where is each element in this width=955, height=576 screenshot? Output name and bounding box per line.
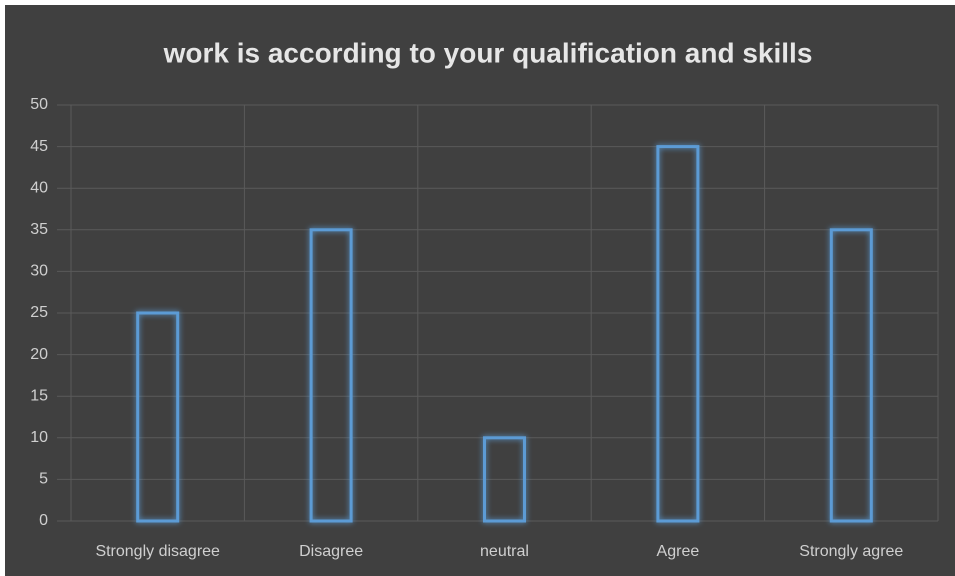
y-tick-label: 20 — [30, 346, 48, 363]
chart-background — [5, 5, 955, 576]
y-tick-label: 40 — [30, 179, 48, 196]
y-tick-label: 15 — [30, 387, 48, 404]
x-tick-label: Disagree — [299, 543, 363, 560]
bar — [829, 228, 873, 523]
y-tick-label: 35 — [30, 221, 48, 238]
bar — [483, 436, 526, 523]
y-tick-label: 0 — [39, 512, 48, 529]
bar — [309, 228, 353, 523]
x-tick-label: Strongly agree — [799, 543, 903, 560]
y-tick-label: 10 — [30, 429, 48, 446]
y-tick-label: 50 — [30, 96, 48, 113]
x-tick-label: neutral — [480, 543, 529, 560]
y-tick-label: 30 — [30, 263, 48, 280]
y-tick-label: 45 — [30, 138, 48, 155]
bar — [136, 311, 180, 523]
y-tick-label: 25 — [30, 304, 48, 321]
x-tick-label: Agree — [657, 543, 700, 560]
chart-title: work is according to your qualification … — [163, 37, 813, 68]
y-tick-label: 5 — [39, 471, 48, 488]
x-tick-label: Strongly disagree — [95, 543, 220, 560]
bar — [656, 145, 700, 523]
